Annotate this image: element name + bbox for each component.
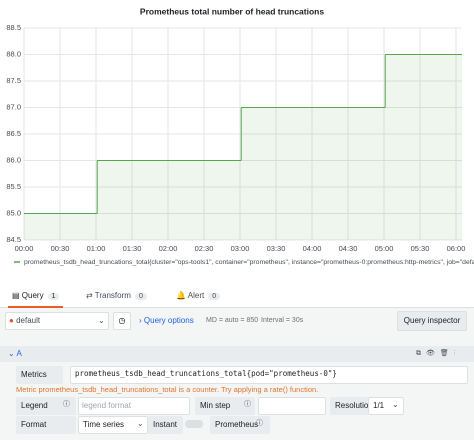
tab-count: 1 <box>47 293 60 300</box>
area <box>24 213 98 240</box>
instant-label: Instant <box>148 416 183 434</box>
format: Time series <box>83 420 125 429</box>
tab-label: Transform <box>94 291 131 300</box>
metrics-label: Metrics <box>16 366 63 384</box>
ref-id: A <box>16 349 22 358</box>
info-icon: ⓘ <box>244 401 251 408</box>
y-tick-label: 85.5 <box>6 182 21 191</box>
query-actions[interactable]: ⧉👁🗑⋮ <box>416 350 461 357</box>
query-editor[interactable] <box>70 366 468 384</box>
datasource-name: default <box>16 316 41 325</box>
query-options-label: Query options <box>143 316 194 325</box>
chart-title: Prometheus total number of head truncati… <box>140 6 324 16</box>
tab-count: 0 <box>134 293 147 300</box>
query-expr: prometheus_tsdb_head_truncations_total{p… <box>75 369 337 378</box>
legend-input[interactable] <box>78 397 190 415</box>
y-tick-label: 86.5 <box>6 129 21 138</box>
y-tick-label: 84.5 <box>6 235 21 244</box>
chevron: ⌄ <box>392 400 399 409</box>
area <box>385 54 462 240</box>
min-step-input[interactable] <box>258 397 326 415</box>
format-label: Format <box>16 416 76 434</box>
chevron: ⌄ <box>98 316 105 325</box>
x-tick-label: 03:00 <box>231 244 250 253</box>
format-select[interactable] <box>78 416 148 434</box>
x-tick-label: 04:00 <box>303 244 322 253</box>
x-tick-label: 01:00 <box>87 244 106 253</box>
query-header <box>0 346 474 362</box>
options-icon[interactable]: ◷ <box>113 312 131 330</box>
resolution: 1/1 <box>373 401 385 410</box>
y-tick-label: 87.0 <box>6 102 21 111</box>
y-tick-label: 87.5 <box>6 76 21 85</box>
x-tick-label: 02:00 <box>159 244 178 253</box>
max-data-points: MD = auto = 850 <box>206 317 259 324</box>
x-tick-label: 00:30 <box>51 244 70 253</box>
counter-warning: Metric prometheus_tsdb_head_truncations_… <box>16 385 319 394</box>
area <box>241 107 386 240</box>
resolution-label: Resolution <box>330 397 373 415</box>
datasource-select[interactable] <box>5 312 109 330</box>
x-tick-label: 01:30 <box>123 244 142 253</box>
tab-transform[interactable]: ⇄ Transform 0 <box>86 286 147 307</box>
x-tick-label: 03:30 <box>267 244 286 253</box>
y-tick-label: 88.5 <box>6 23 21 32</box>
tab-count: 0 <box>208 293 221 300</box>
area <box>97 160 242 240</box>
info-icon: ⓘ <box>256 420 263 427</box>
x-tick-label: 00:00 <box>15 244 34 253</box>
min-step-label: Min step <box>195 397 255 415</box>
query-options[interactable]: › Query options <box>139 316 194 325</box>
query-inspector-button[interactable]: Query inspector <box>397 311 467 331</box>
tab-bar <box>0 285 474 308</box>
x-tick-label: 06:00 <box>447 244 466 253</box>
resolution-select[interactable] <box>368 397 404 415</box>
datasource: ● default <box>9 316 41 325</box>
chart: Prometheus total number of head truncati… <box>0 0 474 285</box>
source-label: Prometheus <box>210 416 270 434</box>
tab-label: Alert <box>187 291 205 300</box>
legend-label: Legend <box>16 397 76 415</box>
legend-label: prometheus_tsdb_head_truncations_total{c… <box>24 259 474 266</box>
y-tick-label: 88.0 <box>6 49 21 58</box>
tab-label: Query <box>21 291 44 300</box>
x-tick-label: 04:30 <box>339 244 358 253</box>
x-tick-label: 05:30 <box>411 244 430 253</box>
x-tick-label: 02:30 <box>195 244 214 253</box>
chevron: ⌄ <box>137 419 144 428</box>
tab-query[interactable]: ▤ Query 1 <box>8 286 64 308</box>
y-tick-label: 86.0 <box>6 155 21 164</box>
tab-alert[interactable]: 🔔 Alert 0 <box>176 286 221 307</box>
query-ref[interactable]: ⌄ A <box>8 349 22 358</box>
instant-toggle[interactable] <box>185 420 203 428</box>
info-icon: ⓘ <box>63 401 70 408</box>
interval: Interval = 30s <box>261 317 304 324</box>
y-tick-label: 85.0 <box>6 208 21 217</box>
legend-placeholder: legend format <box>82 401 131 410</box>
x-tick-label: 05:00 <box>375 244 394 253</box>
